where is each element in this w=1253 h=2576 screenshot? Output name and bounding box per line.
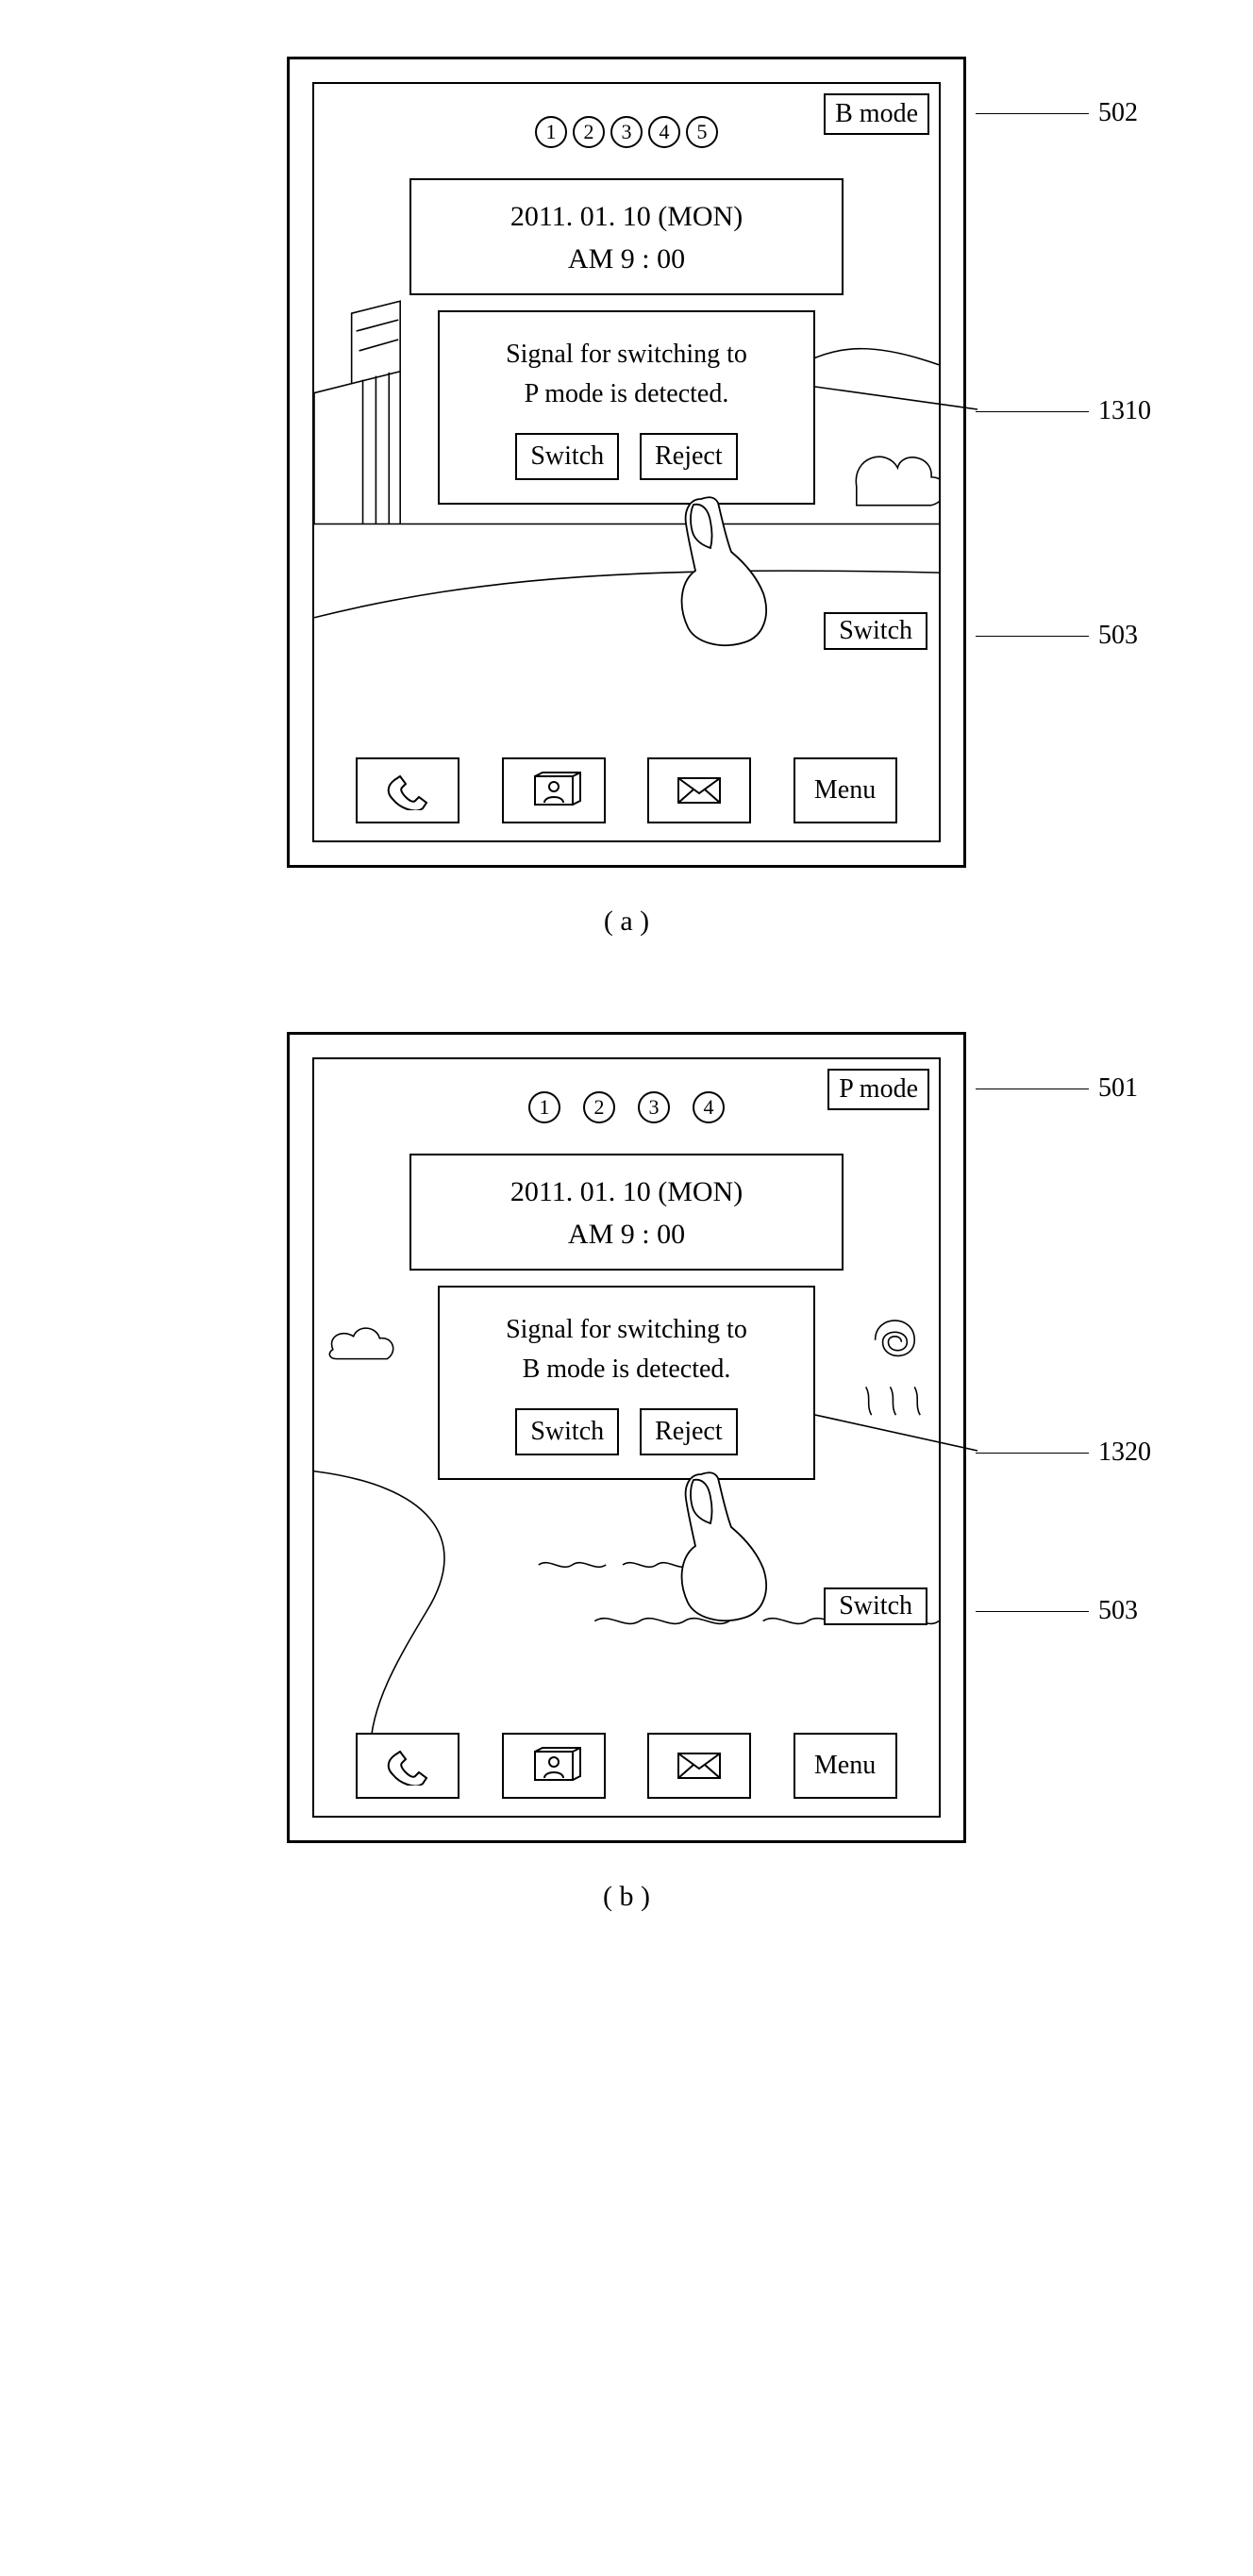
menu-button[interactable]: Menu [794, 757, 897, 823]
time-text: AM 9 : 00 [411, 238, 842, 280]
switch-button[interactable]: Switch [515, 1408, 619, 1455]
switch-mode-button[interactable]: Switch [824, 612, 927, 650]
callout-1310-leader [815, 377, 985, 434]
switch-mode-button[interactable]: Switch [824, 1587, 927, 1625]
callout-502: 502 [976, 98, 1138, 128]
callout-1310: 1310 [976, 396, 1151, 426]
dock: Menu [314, 1733, 939, 1799]
mode-switch-dialog: Signal for switching to B mode is detect… [438, 1286, 815, 1480]
figure-label-b: ( b ) [603, 1881, 650, 1913]
figure-label-a: ( a ) [604, 906, 649, 938]
reject-button[interactable]: Reject [640, 433, 738, 480]
page-dot[interactable]: 1 [528, 1091, 560, 1123]
phone-app-icon[interactable] [356, 1733, 459, 1799]
page-dot[interactable]: 5 [686, 116, 718, 148]
mode-badge: B mode [824, 93, 929, 135]
callout-501: 501 [976, 1073, 1138, 1104]
page-dot[interactable]: 1 [535, 116, 567, 148]
mode-badge: P mode [827, 1069, 929, 1110]
dock: Menu [314, 757, 939, 823]
contacts-app-icon[interactable] [502, 757, 606, 823]
datetime-panel: 2011. 01. 10 (MON) AM 9 : 00 [409, 1154, 844, 1271]
page-dot[interactable]: 3 [638, 1091, 670, 1123]
date-text: 2011. 01. 10 (MON) [411, 195, 842, 238]
mail-app-icon[interactable] [647, 757, 751, 823]
contacts-app-icon[interactable] [502, 1733, 606, 1799]
page-indicator: 12345 [535, 116, 718, 148]
callout-1320: 1320 [976, 1438, 1151, 1468]
screen-a: B mode 12345 2011. 01. 10 (MON) AM 9 : 0… [312, 82, 941, 842]
panel-a: B mode 12345 2011. 01. 10 (MON) AM 9 : 0… [287, 57, 966, 938]
page-indicator: 1234 [528, 1091, 725, 1123]
datetime-panel: 2011. 01. 10 (MON) AM 9 : 00 [409, 178, 844, 295]
mail-app-icon[interactable] [647, 1733, 751, 1799]
page-dot[interactable]: 4 [693, 1091, 725, 1123]
callout-1320-leader [815, 1409, 985, 1466]
mode-switch-dialog: Signal for switching to P mode is detect… [438, 310, 815, 505]
phone-app-icon[interactable] [356, 757, 459, 823]
device-frame-a: B mode 12345 2011. 01. 10 (MON) AM 9 : 0… [287, 57, 966, 868]
switch-button[interactable]: Switch [515, 433, 619, 480]
page-dot[interactable]: 2 [573, 116, 605, 148]
panel-b: P mode 1234 2011. 01. 10 (MON) AM 9 : 00… [287, 1032, 966, 1913]
page-dot[interactable]: 2 [583, 1091, 615, 1123]
menu-button[interactable]: Menu [794, 1733, 897, 1799]
dialog-text-line1: Signal for switching to [449, 335, 804, 374]
date-text: 2011. 01. 10 (MON) [411, 1171, 842, 1213]
reject-button[interactable]: Reject [640, 1408, 738, 1455]
dialog-text-line1: Signal for switching to [449, 1310, 804, 1350]
callout-503: 503 [976, 621, 1138, 651]
page-dot[interactable]: 4 [648, 116, 680, 148]
dialog-text-line2: B mode is detected. [449, 1350, 804, 1389]
page-dot[interactable]: 3 [610, 116, 643, 148]
dialog-text-line2: P mode is detected. [449, 374, 804, 414]
callout-503: 503 [976, 1596, 1138, 1626]
time-text: AM 9 : 00 [411, 1213, 842, 1255]
